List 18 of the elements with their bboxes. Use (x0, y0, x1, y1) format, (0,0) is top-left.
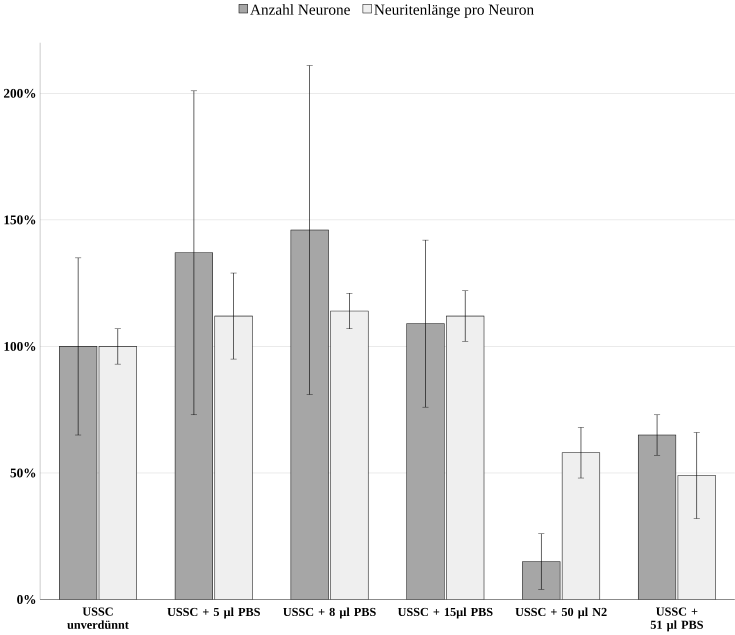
bar (59, 346, 97, 600)
bar (638, 434, 676, 600)
bar (406, 324, 444, 600)
x-tick-label: USSC + 50 µl N2 (515, 608, 607, 619)
x-tick-label: USSC unverdünnt (67, 608, 129, 630)
legend-label: Neuritenlänge pro Neuron (374, 4, 534, 18)
y-tick-label: 0% (17, 595, 36, 604)
bar (290, 230, 329, 600)
x-tick-label: USSC + 51 µl PBS (650, 608, 703, 632)
y-tick-label: 200% (4, 88, 36, 98)
x-tick-label: USSC + 5 µl PBS (167, 608, 260, 619)
y-tick-label: 150% (4, 216, 36, 224)
y-tick-label: 100% (4, 342, 36, 352)
x-tick-label: USSC + 15µl PBS (398, 608, 493, 619)
bar (175, 252, 213, 600)
y-tick-label: 50% (10, 468, 36, 478)
legend-label: Anzahl Neurone (250, 4, 350, 15)
x-tick-label: USSC + 8 µl PBS (283, 608, 376, 619)
